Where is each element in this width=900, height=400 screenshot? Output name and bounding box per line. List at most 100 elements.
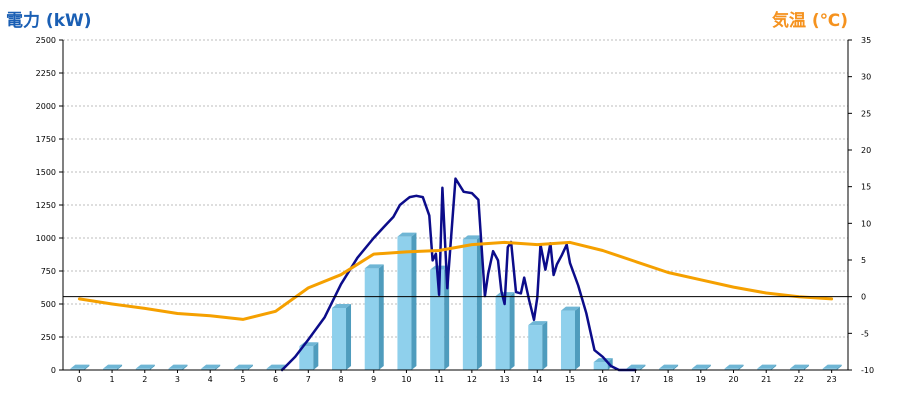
bar-top — [135, 364, 155, 369]
bar-top — [822, 364, 842, 369]
bar-top — [789, 364, 809, 369]
bar-side — [346, 303, 352, 370]
y-right-tick-label: 20 — [861, 146, 871, 155]
x-tick-label: 2 — [142, 375, 147, 384]
bar-front — [233, 368, 248, 370]
bar-side — [476, 235, 482, 370]
bar-side — [705, 364, 711, 370]
bar-front — [397, 236, 412, 370]
bar-20 — [724, 364, 744, 370]
x-tick-label: 16 — [598, 375, 608, 384]
y-right-tick-label: 10 — [861, 219, 871, 228]
y-right-tick-label: -5 — [861, 329, 869, 338]
bar-series — [70, 232, 842, 370]
y-left-tick-label: 750 — [41, 267, 56, 276]
x-tick-label: 9 — [371, 375, 376, 384]
y-right-tick-label: 5 — [861, 256, 866, 265]
y-right-axis-title: 気温 (℃) — [771, 11, 848, 31]
bar-top — [659, 364, 679, 369]
bar-side — [149, 364, 155, 370]
bar-front — [70, 368, 85, 370]
bar-front — [724, 368, 739, 370]
x-tick-label: 1 — [110, 375, 115, 384]
bar-12 — [462, 235, 482, 370]
bar-front — [789, 368, 804, 370]
x-tick-label: 10 — [401, 375, 411, 384]
x-tick-label: 23 — [827, 375, 837, 384]
y-left-tick-label: 2000 — [36, 102, 56, 111]
bar-top — [691, 364, 711, 369]
y-left-tick-label: 1750 — [36, 135, 56, 144]
line-series — [77, 177, 834, 372]
temperature-line — [77, 240, 834, 321]
bar-side — [738, 364, 744, 370]
power-line — [280, 177, 637, 372]
y-left-tick-label: 1250 — [36, 201, 56, 210]
bar-2 — [135, 364, 155, 370]
y-left-tick-label: 0 — [51, 366, 56, 375]
bar-front — [266, 368, 281, 370]
bar-8 — [332, 303, 352, 370]
bar-top — [528, 321, 548, 326]
bar-side — [313, 342, 319, 370]
bar-top — [364, 264, 384, 269]
bar-top — [168, 364, 188, 369]
x-tick-label: 18 — [663, 375, 673, 384]
y-right-tick-label: 35 — [861, 36, 871, 45]
bar-front — [495, 296, 510, 370]
bar-front — [332, 307, 347, 370]
y-left-axis-title: 電力 (kW) — [6, 11, 92, 31]
x-tick-label: 14 — [532, 375, 542, 384]
bar-10 — [397, 232, 417, 370]
bar-side — [117, 364, 123, 370]
bar-front — [691, 368, 706, 370]
bar-top — [560, 306, 580, 311]
bar-4 — [201, 364, 221, 370]
y-left-tick-label: 1000 — [36, 234, 56, 243]
bar-front — [462, 239, 477, 370]
y-left-tick-label: 1500 — [36, 168, 56, 177]
gridlines — [63, 39, 848, 338]
bar-front — [168, 368, 183, 370]
bar-side — [640, 364, 646, 370]
x-tick-label: 3 — [175, 375, 180, 384]
y-right-tick-label: 15 — [861, 183, 871, 192]
x-tick-label: 17 — [630, 375, 640, 384]
y-left-tick-label: 2250 — [36, 69, 56, 78]
y-left-tick-label: 2500 — [36, 36, 56, 45]
x-tick-label: 15 — [565, 375, 575, 384]
bar-front — [822, 368, 837, 370]
x-tick-label: 5 — [240, 375, 245, 384]
bar-5 — [233, 364, 253, 370]
bar-front — [201, 368, 216, 370]
y-right-tick-label: -10 — [861, 366, 874, 375]
axes — [59, 39, 852, 373]
x-tick-label: 19 — [696, 375, 706, 384]
bar-front — [364, 268, 379, 370]
bar-1 — [103, 364, 123, 370]
bar-top — [757, 364, 777, 369]
bar-front — [299, 346, 314, 370]
y-right-tick-label: 0 — [861, 293, 866, 302]
x-tick-label: 20 — [728, 375, 738, 384]
x-tick-label: 22 — [794, 375, 804, 384]
bar-side — [378, 264, 384, 370]
bar-side — [509, 292, 515, 370]
bar-front — [430, 269, 445, 370]
bar-top — [332, 303, 352, 308]
y-right-tick-label: 30 — [861, 73, 871, 82]
x-tick-label: 4 — [208, 375, 213, 384]
bar-side — [771, 364, 777, 370]
bar-21 — [757, 364, 777, 370]
bar-top — [724, 364, 744, 369]
bar-top — [462, 235, 482, 240]
x-tick-label: 7 — [306, 375, 311, 384]
bar-side — [542, 321, 548, 370]
bar-front — [593, 362, 608, 370]
bar-front — [757, 368, 772, 370]
x-tick-label: 11 — [434, 375, 444, 384]
bar-3 — [168, 364, 188, 370]
bar-11 — [430, 265, 450, 370]
bar-23 — [822, 364, 842, 370]
